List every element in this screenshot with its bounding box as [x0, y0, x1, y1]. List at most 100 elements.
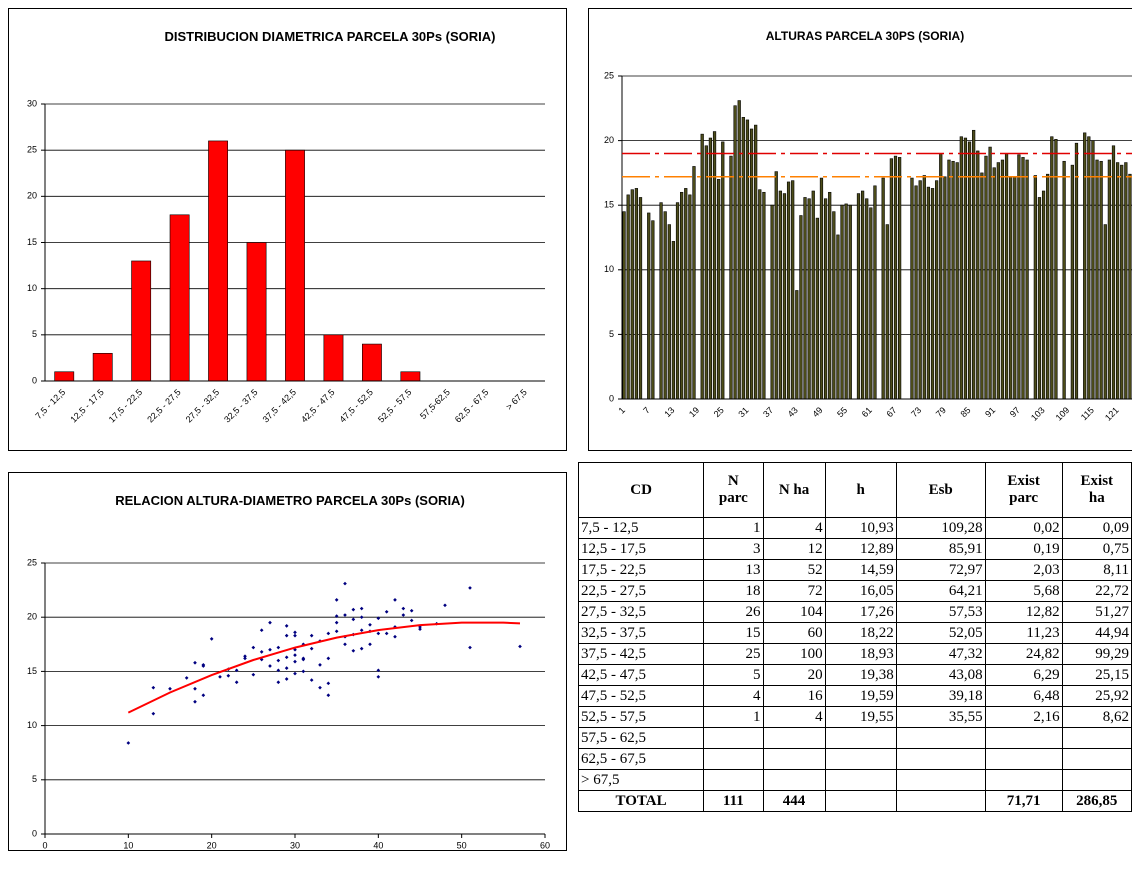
y-tick-label: 20	[27, 191, 37, 201]
bar	[778, 190, 782, 400]
bar	[745, 119, 750, 400]
scatter-point	[309, 678, 314, 682]
bar	[988, 146, 992, 400]
bar	[984, 155, 988, 400]
bar	[1070, 164, 1074, 400]
cell: 2,03	[984, 559, 1063, 581]
x-tick-label: 50	[457, 840, 467, 850]
cell: 12,89	[824, 538, 897, 560]
bar	[885, 224, 889, 400]
header-cell: N ha	[762, 462, 826, 518]
cell: 5,68	[984, 580, 1063, 602]
cell	[1061, 769, 1132, 791]
scatter-point	[334, 614, 339, 618]
y-tick-label: 20	[604, 135, 614, 145]
cell: 14,59	[824, 559, 897, 581]
scatter-point	[384, 609, 389, 614]
row: 57,5 - 62,5	[578, 727, 1132, 749]
bar	[782, 193, 787, 400]
bar	[721, 141, 725, 400]
bar	[758, 189, 762, 400]
cell: 57,53	[895, 601, 986, 623]
y-tick-label: 5	[609, 329, 614, 339]
bar	[922, 175, 926, 400]
bar	[1025, 159, 1029, 400]
bar	[1021, 157, 1025, 400]
bar	[992, 167, 996, 400]
bar	[1009, 176, 1013, 400]
bar	[688, 194, 692, 400]
header-cell: Exist parc	[984, 462, 1063, 518]
x-tick-label: 20	[207, 840, 217, 850]
bar	[836, 234, 840, 400]
x-tick-label: 60	[540, 840, 550, 850]
scatter-point	[276, 668, 281, 673]
bar	[786, 181, 791, 400]
y-tick-label: 5	[32, 774, 37, 784]
bar	[844, 203, 848, 400]
scatter-point	[351, 617, 356, 622]
cell: 24,82	[984, 643, 1063, 665]
bar	[972, 129, 976, 400]
bar	[1000, 159, 1005, 400]
cell	[824, 727, 897, 749]
cell: 0,02	[984, 517, 1063, 539]
row: 32,5 - 37,5 15 60 18,22 52,05 11,23 44,94	[578, 622, 1132, 644]
scatter-point	[326, 681, 331, 686]
cell: 47,32	[895, 643, 986, 665]
bar	[967, 141, 972, 400]
bar	[848, 204, 852, 400]
cell: 10,93	[824, 517, 897, 539]
total-cell: 444	[762, 790, 826, 812]
cell: 12,5 - 17,5	[578, 538, 705, 560]
scatter-point	[409, 618, 414, 623]
cell: 8,11	[1061, 559, 1132, 581]
scatter-point	[401, 606, 406, 611]
cell: 22,5 - 27,5	[578, 580, 705, 602]
bar	[860, 190, 865, 400]
row: 47,5 - 52,5 4 16 19,59 39,18 6,48 25,92	[578, 685, 1132, 707]
scatter-point	[376, 674, 381, 679]
cell: 1	[703, 706, 764, 728]
bar	[362, 343, 382, 382]
bar	[1054, 139, 1058, 400]
bar	[169, 214, 190, 382]
y-tick-label: 25	[27, 557, 37, 567]
cell: 18,22	[824, 622, 897, 644]
cell: 16,05	[824, 580, 897, 602]
bar	[400, 371, 421, 382]
scatter-point	[351, 648, 356, 653]
scatter-point	[193, 686, 197, 691]
cell: 25,15	[1061, 664, 1132, 686]
cell: 0,09	[1061, 517, 1132, 539]
bar	[671, 241, 676, 400]
chart-title: DISTRIBUCION DIAMETRICA PARCELA 30Ps (SO…	[164, 29, 496, 44]
y-tick-label: 25	[604, 70, 614, 80]
scatter-point	[326, 693, 331, 698]
bar	[1091, 140, 1095, 400]
bar	[980, 172, 984, 400]
bar	[663, 211, 667, 400]
bar	[729, 155, 733, 400]
scatter-point	[193, 660, 197, 665]
scatter-point	[418, 627, 422, 631]
cell: 4	[762, 517, 826, 539]
bar	[803, 197, 807, 400]
bar	[1103, 224, 1107, 400]
row: 22,5 - 27,5 18 72 16,05 64,21 5,68 22,72	[578, 580, 1132, 602]
cell: 7,5 - 12,5	[578, 517, 705, 539]
bar	[1124, 162, 1128, 400]
scatter-point	[168, 686, 172, 691]
total-cell: TOTAL	[578, 790, 705, 812]
bar	[815, 217, 819, 400]
y-tick-label: 25	[27, 145, 37, 155]
bar	[749, 128, 754, 400]
bar	[323, 334, 344, 382]
bar	[1099, 160, 1103, 400]
cell: 17,5 - 22,5	[578, 559, 705, 581]
bar	[873, 185, 877, 400]
x-tick-label: 10	[123, 840, 133, 850]
cell: 52,05	[895, 622, 986, 644]
cell	[895, 727, 986, 749]
